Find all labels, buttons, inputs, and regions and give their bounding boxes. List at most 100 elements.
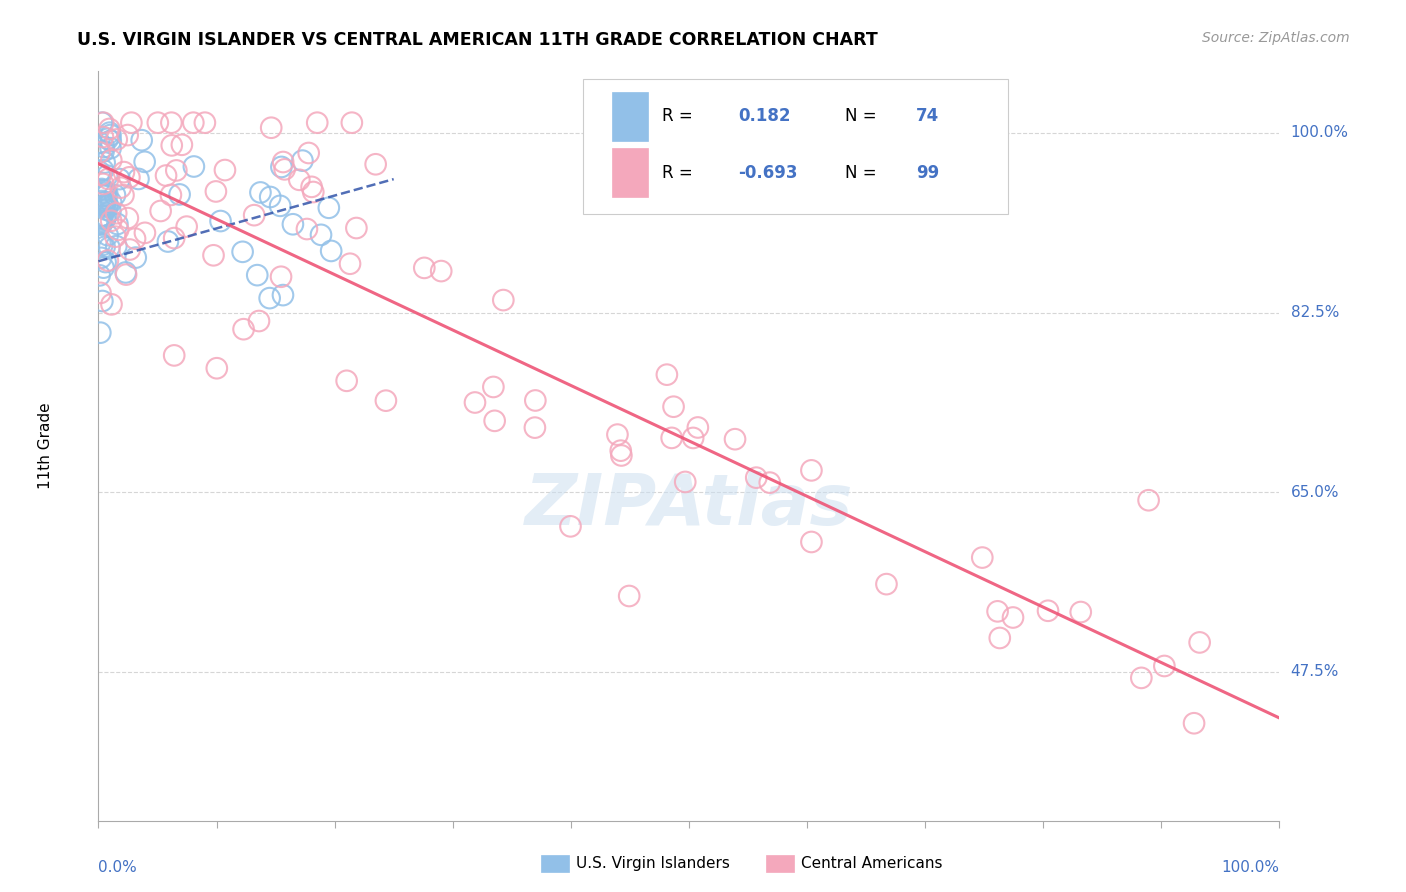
Point: [118, 170, 141, 185]
Point: [89, 145, 111, 160]
Point: [209, 214, 232, 228]
Point: [686, 420, 709, 434]
Point: [104, 229, 127, 244]
Point: [89, 268, 111, 283]
Point: [1188, 635, 1211, 649]
Point: [107, 223, 129, 237]
Text: -0.693: -0.693: [738, 163, 799, 181]
Point: [91, 116, 114, 130]
Point: [800, 463, 823, 477]
Point: [97, 132, 120, 146]
Point: [336, 374, 359, 388]
Point: [91, 211, 114, 226]
Point: [291, 153, 314, 168]
Point: [100, 128, 122, 142]
Point: [134, 154, 156, 169]
Point: [105, 206, 128, 220]
Point: [344, 221, 367, 235]
Point: [96, 187, 118, 202]
Point: [112, 165, 135, 179]
Text: 0.0%: 0.0%: [98, 860, 138, 874]
Point: [105, 239, 128, 253]
Point: [91, 116, 114, 130]
Text: Central Americans: Central Americans: [801, 856, 943, 871]
Point: [1070, 605, 1092, 619]
Point: [288, 173, 311, 187]
Point: [374, 393, 396, 408]
Point: [89, 326, 111, 340]
Point: [90, 214, 112, 228]
Bar: [612, 92, 648, 141]
Point: [214, 163, 236, 178]
Point: [181, 116, 204, 130]
Point: [875, 577, 897, 591]
Point: [93, 198, 115, 212]
Point: [89, 285, 111, 300]
Point: [430, 264, 453, 278]
Point: [281, 217, 304, 231]
Point: [100, 195, 122, 210]
Point: [91, 238, 114, 252]
Point: [110, 180, 132, 194]
Point: [259, 190, 281, 204]
Point: [156, 235, 179, 249]
Point: [309, 227, 332, 242]
Point: [169, 187, 191, 202]
Point: [98, 122, 121, 136]
Point: [89, 136, 111, 150]
Point: [246, 268, 269, 282]
Point: [100, 134, 122, 148]
Point: [94, 212, 117, 227]
Text: R =: R =: [662, 163, 697, 181]
Point: [93, 155, 115, 169]
Point: [243, 208, 266, 222]
Point: [90, 217, 112, 231]
Point: [1153, 659, 1175, 673]
Text: 0.182: 0.182: [738, 107, 792, 125]
Point: [90, 182, 112, 196]
Point: [131, 133, 153, 147]
Text: 82.5%: 82.5%: [1291, 305, 1339, 320]
Point: [972, 550, 994, 565]
Point: [270, 160, 292, 174]
Bar: [612, 148, 648, 197]
Text: U.S. VIRGIN ISLANDER VS CENTRAL AMERICAN 11TH GRADE CORRELATION CHART: U.S. VIRGIN ISLANDER VS CENTRAL AMERICAN…: [77, 31, 879, 49]
Point: [800, 535, 823, 549]
Point: [492, 293, 515, 307]
Point: [100, 204, 122, 219]
Point: [1001, 610, 1024, 624]
Point: [682, 431, 704, 445]
Point: [91, 163, 114, 178]
Point: [91, 209, 114, 223]
Point: [97, 172, 120, 186]
Point: [94, 188, 117, 202]
Point: [98, 240, 121, 254]
Point: [108, 172, 131, 186]
Text: U.S. Virgin Islanders: U.S. Virgin Islanders: [576, 856, 730, 871]
Point: [96, 169, 118, 183]
Point: [340, 116, 363, 130]
Point: [91, 130, 114, 145]
Point: [93, 240, 115, 254]
Point: [1036, 604, 1059, 618]
Point: [89, 165, 111, 179]
Point: [606, 427, 628, 442]
Point: [205, 361, 228, 376]
Point: [112, 188, 135, 202]
Point: [93, 260, 115, 275]
Text: N =: N =: [845, 107, 882, 125]
Point: [183, 160, 205, 174]
Text: R =: R =: [662, 107, 697, 125]
Point: [160, 138, 183, 153]
Point: [155, 169, 177, 183]
Point: [232, 322, 254, 336]
Point: [464, 395, 486, 409]
Point: [163, 231, 186, 245]
Point: [91, 194, 114, 208]
Point: [124, 232, 146, 246]
Text: 99: 99: [915, 163, 939, 181]
Point: [91, 293, 114, 308]
Point: [98, 126, 121, 140]
Point: [988, 631, 1011, 645]
Point: [117, 211, 139, 226]
